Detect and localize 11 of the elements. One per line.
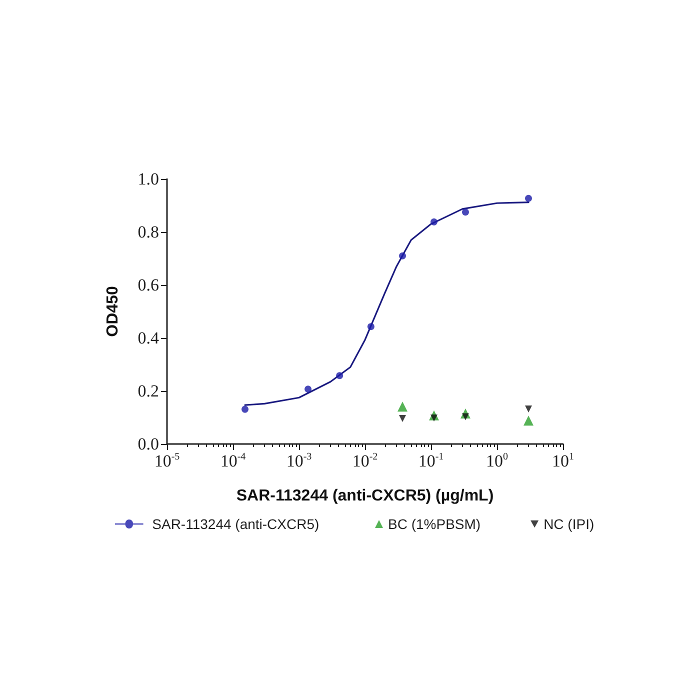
y-axis-title: OD450 [104,286,122,337]
legend-label: NC (IPI) [544,516,594,532]
y-tick-label: 0.0 [138,434,159,454]
y-tick-label: 1.0 [138,170,159,188]
y-tick-label: 0.6 [138,276,159,294]
x-axis-title: SAR-113244 (anti-CXCR5) (µg/mL) [236,488,494,504]
legend-label: SAR-113244 (anti-CXCR5) [152,516,320,532]
legend-label: BC (1%PBSM) [388,516,481,532]
y-tick-label: 0.8 [138,222,159,242]
y-tick-label: 0.2 [138,382,159,400]
y-tick-label: 0.4 [138,328,160,348]
